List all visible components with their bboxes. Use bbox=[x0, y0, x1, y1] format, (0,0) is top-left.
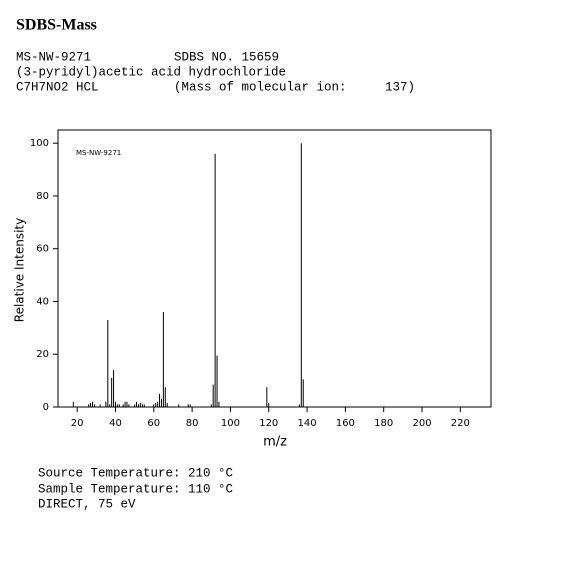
y-tick-label: 80 bbox=[36, 191, 49, 202]
y-tick-label: 0 bbox=[43, 402, 49, 413]
y-tick-label: 20 bbox=[36, 349, 49, 360]
x-tick-label: 220 bbox=[451, 418, 470, 429]
header-line: (3-pyridyl)acetic acid hydrochloride bbox=[16, 65, 286, 79]
header-line: 137) bbox=[385, 80, 415, 94]
y-tick-label: 100 bbox=[30, 138, 49, 149]
header-line: MS-NW-9271 bbox=[16, 50, 91, 64]
x-tick-label: 100 bbox=[221, 418, 240, 429]
x-tick-label: 180 bbox=[374, 418, 393, 429]
x-tick-label: 120 bbox=[259, 418, 278, 429]
y-tick-label: 60 bbox=[36, 244, 49, 255]
plot-frame bbox=[57, 129, 492, 408]
x-tick-label: 80 bbox=[186, 418, 199, 429]
header-line: (Mass of molecular ion: bbox=[174, 80, 347, 94]
x-tick-label: 20 bbox=[71, 418, 84, 429]
x-axis-label: m/z bbox=[263, 435, 287, 450]
footer-line: DIRECT, 75 eV bbox=[38, 497, 136, 511]
annotation: MS-NW-9271 bbox=[76, 149, 121, 157]
x-tick-label: 200 bbox=[412, 418, 431, 429]
footer-line: Sample Temperature: 110 °C bbox=[38, 482, 233, 496]
x-tick-label: 160 bbox=[336, 418, 355, 429]
header-line: SDBS NO. 15659 bbox=[174, 50, 279, 64]
x-tick-label: 40 bbox=[109, 418, 122, 429]
y-axis-label: Relative Intensity bbox=[13, 218, 27, 322]
y-tick-label: 40 bbox=[36, 296, 49, 307]
page-title: SDBS-Mass bbox=[16, 17, 97, 34]
header-line: C7H7NO2 HCL bbox=[16, 80, 99, 94]
x-tick-label: 140 bbox=[298, 418, 317, 429]
footer-line: Source Temperature: 210 °C bbox=[38, 466, 233, 480]
x-tick-label: 60 bbox=[147, 418, 160, 429]
